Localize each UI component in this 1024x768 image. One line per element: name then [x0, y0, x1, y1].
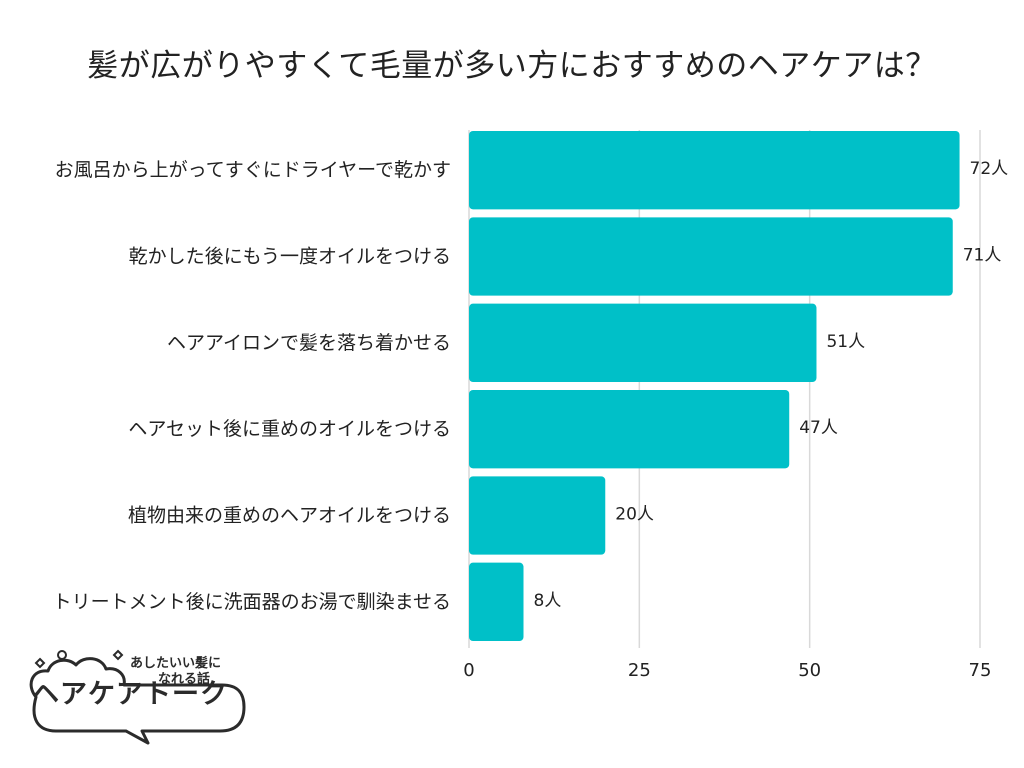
- category-label: ヘアアイロンで髪を落ち着かせる: [167, 332, 451, 354]
- value-label: 71人: [963, 246, 1002, 266]
- category-label: お風呂から上がってすぐにドライヤーで乾かす: [55, 159, 451, 181]
- x-tick-label: 0: [463, 660, 474, 681]
- logo-main-text: ヘアケアトーク: [32, 679, 228, 710]
- sparkle-icon: [112, 649, 124, 661]
- value-label: 8人: [534, 591, 562, 611]
- bars: [469, 131, 960, 641]
- bar: [469, 476, 606, 555]
- bar: [469, 390, 790, 469]
- bar: [469, 217, 953, 296]
- labels: お風呂から上がってすぐにドライヤーで乾かす 72人乾かした後にもう一度オイルをつけ…: [53, 159, 1009, 613]
- bar: [469, 303, 817, 382]
- category-label: ヘアセット後に重めのオイルをつける: [128, 418, 451, 440]
- bar: [469, 131, 960, 210]
- value-label: 72人: [970, 159, 1009, 179]
- value-label: 20人: [615, 505, 654, 525]
- logo-tagline-line2: なれる話: [158, 672, 211, 687]
- category-label: 植物由来の重めのヘアオイルをつける: [128, 505, 451, 527]
- speech-bubble-icon: [29, 657, 246, 745]
- x-axis-ticks: 0 25 50 75: [463, 660, 991, 681]
- chart-title: 髪が広がりやすくて毛量が多い方におすすめのヘアケアは？: [87, 48, 937, 84]
- category-label: トリートメント後に洗面器のお湯で馴染ませる: [53, 591, 451, 613]
- category-label: 乾かした後にもう一度オイルをつける: [129, 246, 451, 268]
- x-tick-label: 50: [798, 660, 821, 681]
- x-tick-label: 25: [628, 660, 651, 681]
- bubble-dot-icon: [57, 650, 67, 660]
- bar: [469, 562, 524, 641]
- gridlines: [468, 130, 981, 648]
- logo-tagline-line1: あしたいい髪に: [130, 656, 222, 671]
- sparkle-icon: [34, 657, 46, 669]
- x-tick-label: 75: [969, 660, 992, 681]
- value-label: 51人: [826, 332, 865, 352]
- value-label: 47人: [799, 418, 838, 438]
- hair-care-talk-logo: [29, 649, 246, 745]
